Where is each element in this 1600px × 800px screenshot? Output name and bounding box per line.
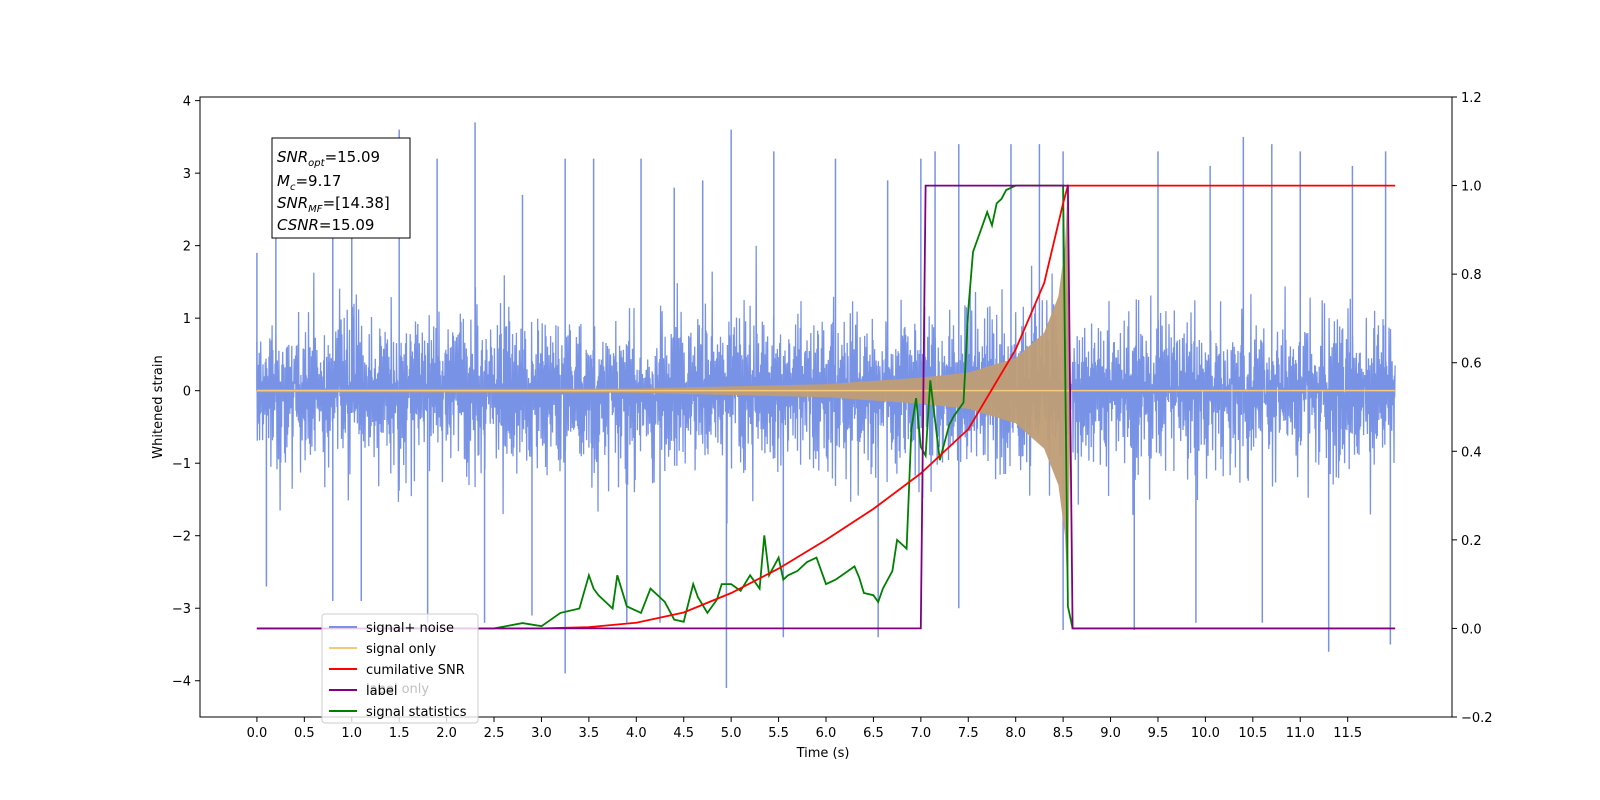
y-tick-label: −1	[172, 457, 191, 472]
legend-items: signal+ noise signal only cumilative SNR la…	[329, 621, 467, 720]
annotation-snr-opt: SNRopt=15.09	[277, 148, 380, 169]
y-tick-label: 4	[183, 95, 191, 110]
x-tick-label: 7.5	[958, 726, 979, 741]
x-tick-label: 3.5	[579, 726, 600, 741]
legend-label: signal statistics	[366, 705, 467, 720]
x-tick-label: 10.0	[1191, 726, 1220, 741]
y2-tick-label: 0.2	[1461, 534, 1482, 549]
x-tick-label: 10.5	[1238, 726, 1267, 741]
y-tick-label: −2	[172, 530, 191, 545]
legend-label: cumilative SNR	[366, 663, 465, 678]
y-tick-label: 3	[183, 167, 191, 182]
x-tick-label: 1.5	[389, 726, 410, 741]
legend-overlapped-text: label only	[366, 682, 429, 697]
x-tick-label: 6.5	[863, 726, 884, 741]
y-axis-ticks: 4 3 2 1 0 −1 −2 −3 −4	[172, 95, 200, 690]
x-tick-label: 4.5	[673, 726, 694, 741]
legend-label: signal+ noise	[366, 621, 454, 636]
y2-tick-label: 1.0	[1461, 180, 1482, 195]
y2-tick-label: 0.8	[1461, 268, 1482, 283]
legend-box	[321, 613, 479, 724]
series-signal-noise-line	[256, 245, 1396, 524]
stats-annotation-box	[271, 137, 411, 239]
series-cumulative-snr-line	[256, 184, 1396, 630]
series-signal-statistics-line	[256, 184, 1396, 630]
x-axis-ticks: 0.0 0.5 1.0 1.5 2.0 2.5 3.0 3.5 4.0 4.5 5.0 5.5 6.0 6…	[247, 717, 1362, 741]
annotation-snr-opt-value: =15.09	[325, 148, 381, 166]
series-label-line	[256, 184, 1396, 630]
y-tick-label: 2	[183, 240, 191, 255]
x-tick-label: 7.0	[911, 726, 932, 741]
annotation-mc: Mc=9.17	[277, 172, 341, 193]
x-tick-label: 5.5	[768, 726, 789, 741]
annotation-csnr: CSNR=15.09	[277, 216, 374, 234]
y-tick-label: −3	[172, 602, 191, 617]
y-axis-label: Whitened strain	[151, 355, 166, 458]
annotation-mc-value: =9.17	[295, 172, 341, 190]
legend: label only signal+ noise signal only cumil…	[321, 613, 479, 724]
y2-tick-label: 0.6	[1461, 357, 1482, 372]
legend-label: signal only	[366, 642, 436, 657]
x-tick-label: 5.0	[721, 726, 742, 741]
series-layer	[256, 122, 1396, 688]
annotation-csnr-value: =15.09	[319, 216, 375, 234]
y2-axis-ticks: 1.2 1.0 0.8 0.6 0.4 0.2 0.0 −0.2	[1452, 91, 1493, 726]
x-tick-label: 9.0	[1100, 726, 1121, 741]
y-tick-label: 1	[183, 312, 191, 327]
y2-tick-label: 1.2	[1461, 91, 1482, 106]
x-tick-label: 8.5	[1053, 726, 1074, 741]
x-tick-label: 11.5	[1333, 726, 1362, 741]
annotation-snr-mf: SNRMF=[14.38]	[277, 194, 390, 215]
x-tick-label: 0.0	[247, 726, 268, 741]
x-tick-label: 0.5	[294, 726, 315, 741]
y-tick-label: −4	[172, 675, 191, 690]
x-tick-label: 3.0	[531, 726, 552, 741]
annotation-snr-mf-value: =[14.38]	[323, 194, 390, 212]
y-tick-label: 0	[183, 385, 191, 400]
y2-tick-label: −0.2	[1461, 711, 1493, 726]
y2-tick-label: 0.4	[1461, 445, 1482, 460]
x-tick-label: 2.0	[436, 726, 457, 741]
stats-annotation: SNRopt=15.09 Mc=9.17 SNRMF=[14.38] CSNR=…	[271, 137, 411, 239]
x-tick-label: 2.5	[484, 726, 505, 741]
x-tick-label: 9.5	[1148, 726, 1169, 741]
legend-label: label	[366, 684, 397, 699]
series-signal-noise-spikes	[256, 122, 1392, 688]
x-axis-label: Time (s)	[796, 746, 850, 761]
y2-tick-label: 0.0	[1461, 622, 1482, 637]
x-tick-label: 4.0	[626, 726, 647, 741]
x-tick-label: 1.0	[341, 726, 362, 741]
x-tick-label: 11.0	[1286, 726, 1315, 741]
x-tick-label: 8.0	[1005, 726, 1026, 741]
x-tick-label: 6.0	[816, 726, 837, 741]
